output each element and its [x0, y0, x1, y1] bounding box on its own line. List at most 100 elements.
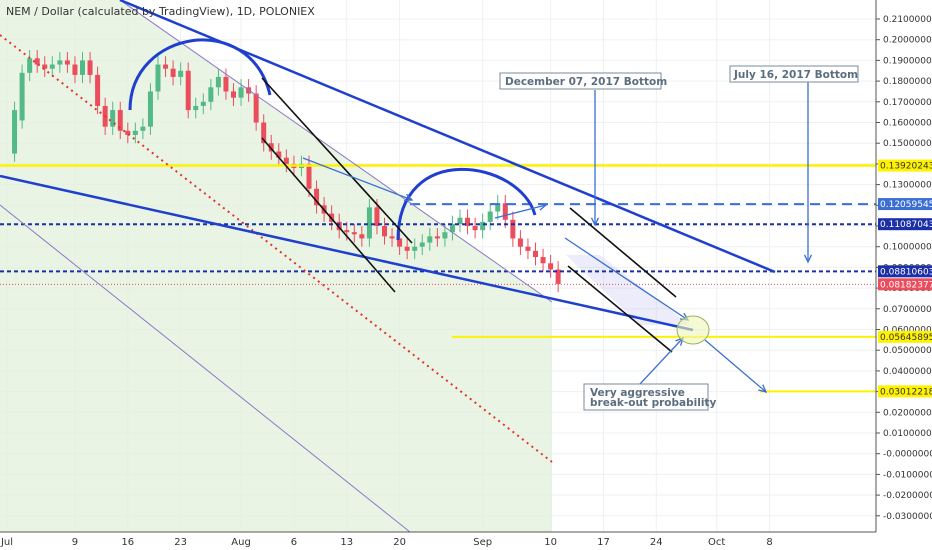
candle-body: [525, 246, 531, 251]
candle-body: [231, 91, 236, 98]
candle-body: [457, 217, 463, 224]
candle-body: [540, 257, 546, 264]
candle-body: [351, 232, 357, 235]
target-ellipse[interactable]: [676, 315, 710, 345]
price-tag-label: 0.12059545: [880, 200, 932, 210]
candle-body: [223, 76, 229, 92]
july-bottom-note: July 16, 2017 Bottom: [733, 69, 858, 81]
candle-body: [336, 221, 342, 231]
x-tick-label: 10: [544, 537, 557, 548]
y-tick-label: 0.01000000: [883, 429, 932, 439]
candle-body: [12, 110, 18, 154]
y-tick-label: 0.05000000: [883, 346, 932, 356]
black-channel-2-upper[interactable]: [569, 207, 677, 298]
candle-body: [261, 122, 267, 144]
red-dotted-trendline[interactable]: [0, 34, 553, 463]
price-tag: [878, 198, 932, 211]
candle-body: [268, 143, 274, 152]
candle-body: [147, 91, 153, 127]
price-tag-label: 0.13920243: [880, 162, 932, 172]
candle-body: [185, 70, 191, 111]
candle-body: [427, 236, 433, 243]
green-channel-shading: [0, 0, 552, 532]
black-channel-1-lower[interactable]: [261, 137, 396, 293]
y-tick-label: 0.20000000: [883, 36, 932, 46]
candle-body: [389, 236, 395, 239]
candle-body: [238, 87, 244, 98]
candle-body: [215, 76, 221, 88]
channel-lower-line[interactable]: [0, 204, 411, 533]
lower-trendline[interactable]: [0, 174, 694, 332]
candle-body: [397, 238, 403, 247]
candle-body: [170, 68, 176, 77]
candle-body: [140, 126, 146, 131]
price-tag-label: 0.08182377: [880, 280, 932, 290]
y-tick-label: 0.13000000: [883, 181, 932, 191]
july-note-box: [729, 65, 859, 83]
candle-body: [449, 223, 455, 233]
candle-body: [80, 60, 85, 75]
channel-upper-line[interactable]: [119, 0, 553, 303]
y-tick-label: 0.15000000: [883, 139, 932, 149]
y-tick-label: -0.01000000: [883, 470, 932, 480]
arrow-to-peak[interactable]: [494, 204, 547, 219]
x-tick-label: Aug: [231, 537, 251, 548]
arrow-down-channel[interactable]: [564, 237, 689, 321]
price-axis[interactable]: 0.21000000 0.20000000 0.19000000 0.18000000…: [876, 15, 932, 522]
arrow-breakout-target[interactable]: [704, 339, 767, 393]
candle-body: [548, 263, 554, 270]
y-tick-label: 0.19000000: [883, 56, 932, 66]
price-tag-label: 0.05645895: [880, 333, 932, 343]
candle-body: [125, 130, 131, 135]
candle-body: [95, 74, 101, 106]
arrow-to-second-arc[interactable]: [302, 157, 413, 201]
candle-body: [163, 64, 169, 69]
time-axis[interactable]: Jul 9 16 23 Aug 6 13 20 Sep 10 17 24 Oct 8: [0, 537, 773, 548]
candle-body: [87, 60, 93, 75]
price-tag: [878, 265, 932, 278]
price-tag: [878, 385, 932, 398]
rounding-arc-2[interactable]: [396, 167, 537, 241]
y-tick-label: 0.16000000: [883, 119, 932, 129]
chart-title: NEM / Dollar (calculated by TradingView)…: [6, 5, 315, 18]
candle-body: [193, 105, 199, 111]
candle-body: [412, 246, 418, 251]
candle-body: [253, 93, 259, 123]
purple-shaded-zone: [566, 255, 690, 325]
y-tick-label: 0.02000000: [883, 408, 932, 418]
breakout-note-line1: Very aggressive: [590, 387, 685, 399]
candle-body: [366, 207, 372, 239]
candle-body: [178, 70, 184, 77]
y-tick-label: 0.17000000: [883, 98, 932, 108]
black-channel-1-upper[interactable]: [261, 77, 413, 244]
breakout-note-box: [583, 383, 709, 411]
x-tick-label: Jul: [0, 537, 13, 548]
candle-body: [19, 72, 25, 121]
arrow-head: [803, 254, 813, 264]
price-tag-label: 0.11087043: [880, 220, 932, 230]
candle-body: [57, 60, 63, 65]
x-tick-label: 20: [393, 537, 406, 548]
candle-body: [442, 232, 448, 239]
candle-body: [49, 64, 55, 69]
price-tag: [878, 218, 932, 231]
candle-body: [110, 110, 116, 127]
rounding-arc-1[interactable]: [128, 38, 272, 111]
candle-body: [276, 151, 282, 158]
candle-body: [200, 101, 206, 106]
x-tick-label: 6: [291, 537, 297, 548]
candle-body: [374, 207, 380, 226]
candle-body: [132, 130, 138, 135]
candle-body: [27, 58, 33, 73]
candle-body: [34, 58, 40, 65]
arrow-from-note[interactable]: [639, 337, 684, 385]
arrow-head: [403, 193, 414, 202]
y-tick-label: 0.04000000: [883, 367, 932, 377]
black-channel-2-lower[interactable]: [567, 265, 673, 353]
drawings: [0, 0, 876, 533]
x-tick-label: 24: [650, 537, 663, 548]
december-bottom-note: December 07, 2017 Bottom: [505, 76, 667, 88]
candle-body: [555, 269, 561, 284]
candle-body: [404, 246, 410, 251]
